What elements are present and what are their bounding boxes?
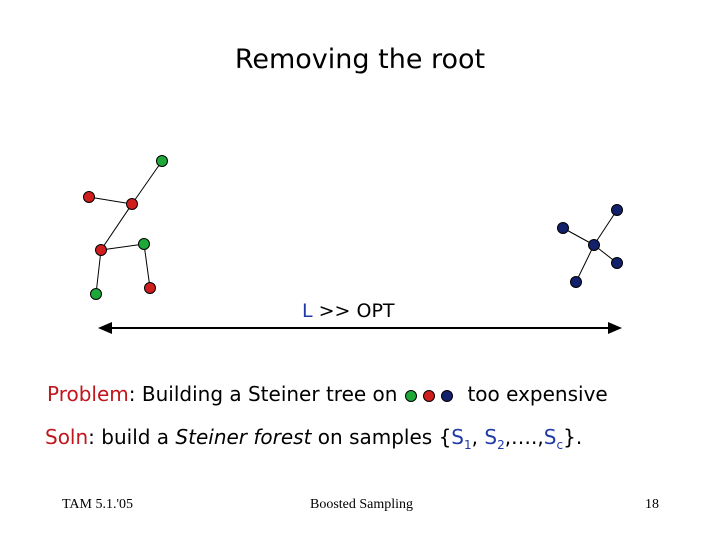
comma: , <box>471 425 485 449</box>
edge <box>575 244 595 283</box>
left-tree-nodes <box>83 155 168 300</box>
soln-close: }. <box>563 425 583 449</box>
solution-statement: Soln: build a Steiner forest on samples … <box>45 425 582 452</box>
soln-emphasis: Steiner forest <box>175 425 312 449</box>
sample-sub2: 2 <box>497 438 505 452</box>
sample-sc: S <box>543 425 557 449</box>
left-tree-edges <box>88 160 163 295</box>
navy-node <box>570 276 582 288</box>
navy-node <box>611 204 623 216</box>
ellipsis: ,…., <box>504 425 544 449</box>
navy-node <box>588 239 600 251</box>
right-tree-nodes <box>557 204 623 288</box>
soln-tail: on samples { <box>311 425 452 449</box>
soln-label: Soln <box>45 425 89 449</box>
problem-statement: Problem: Building a Steiner tree on too e… <box>47 382 608 406</box>
navy-node <box>557 222 569 234</box>
problem-text: : Building a Steiner tree on <box>128 382 398 406</box>
edge <box>131 160 163 205</box>
slide-title: Removing the root <box>234 44 486 75</box>
footer-date: TAM 5.1.'05 <box>62 497 134 512</box>
distance-variable: L <box>302 300 313 322</box>
distance-relation: >> OPT <box>312 300 395 322</box>
distance-label: L >> OPT <box>302 300 395 322</box>
edge <box>593 209 618 246</box>
problem-label: Problem <box>47 382 129 406</box>
color-dots-icon <box>405 389 454 402</box>
edge <box>100 243 145 251</box>
edge <box>143 243 151 289</box>
edge <box>88 196 133 205</box>
edge <box>100 203 133 251</box>
footer-title: Boosted Sampling <box>310 497 414 512</box>
navy-node <box>611 257 623 269</box>
red-node <box>95 244 107 256</box>
distance-arrow <box>98 322 622 334</box>
soln-text: : build a <box>88 425 176 449</box>
sample-subc: c <box>556 438 564 452</box>
sample-sub1: 1 <box>464 438 472 452</box>
arrow-head-right <box>608 322 622 334</box>
edge <box>95 249 102 295</box>
red-node <box>83 191 95 203</box>
problem-after: too expensive <box>467 382 608 406</box>
slide-number: 18 <box>645 497 659 512</box>
sample-s1: S <box>451 425 464 449</box>
red-node <box>126 198 138 210</box>
arrow-head-left <box>98 322 112 334</box>
green-node <box>156 155 168 167</box>
red-node <box>144 282 156 294</box>
green-node <box>138 238 150 250</box>
green-node <box>90 288 102 300</box>
sample-s2: S <box>484 425 498 449</box>
